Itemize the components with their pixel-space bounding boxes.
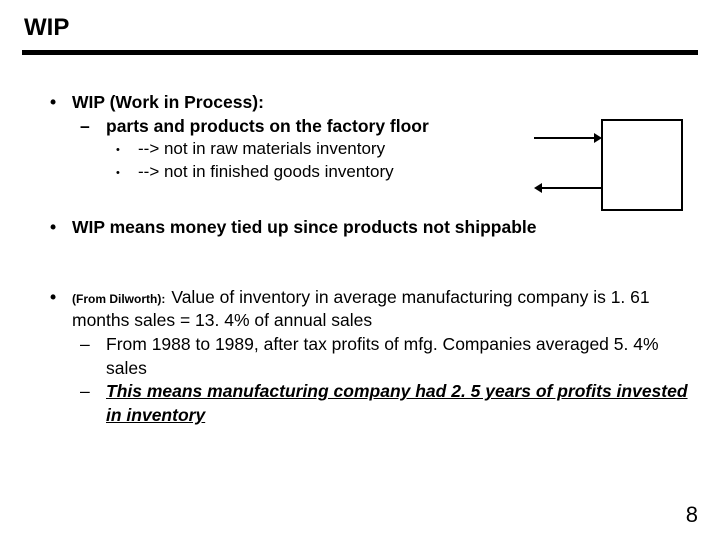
dash-marker: – bbox=[80, 380, 106, 404]
bullet-text: (From Dilworth):Value of inventory in av… bbox=[72, 286, 694, 333]
wip-diagram bbox=[534, 118, 690, 214]
bullet-marker: • bbox=[50, 91, 72, 115]
bullet-text-emphasis: This means manufacturing company had 2. … bbox=[106, 380, 694, 427]
slide: WIP • WIP (Work in Process): – parts and… bbox=[0, 0, 720, 540]
arrow-out-head bbox=[534, 183, 542, 193]
dash-marker: – bbox=[80, 333, 106, 357]
bullet-marker: • bbox=[116, 161, 138, 181]
bullet-l1: • WIP (Work in Process): bbox=[50, 91, 694, 115]
dash-marker: – bbox=[80, 115, 106, 139]
title-underline bbox=[22, 50, 698, 55]
arrow-in-head bbox=[594, 133, 602, 143]
source-note: (From Dilworth): bbox=[72, 292, 165, 306]
spacer bbox=[32, 240, 694, 286]
bullet-l2: – This means manufacturing company had 2… bbox=[80, 380, 694, 427]
bullet-text: WIP (Work in Process): bbox=[72, 91, 694, 115]
bullet-text: From 1988 to 1989, after tax profits of … bbox=[106, 333, 694, 380]
bullet-marker: • bbox=[116, 138, 138, 158]
bullet-l1: • (From Dilworth):Value of inventory in … bbox=[50, 286, 694, 333]
bullet-marker: • bbox=[50, 216, 72, 240]
slide-title: WIP bbox=[22, 14, 698, 42]
bullet-l1: • WIP means money tied up since products… bbox=[50, 216, 694, 240]
bullet-marker: • bbox=[50, 286, 72, 310]
bullet-text: WIP means money tied up since products n… bbox=[72, 216, 694, 240]
page-number: 8 bbox=[686, 502, 698, 528]
process-box bbox=[602, 120, 682, 210]
bullet-l2: – From 1988 to 1989, after tax profits o… bbox=[80, 333, 694, 380]
